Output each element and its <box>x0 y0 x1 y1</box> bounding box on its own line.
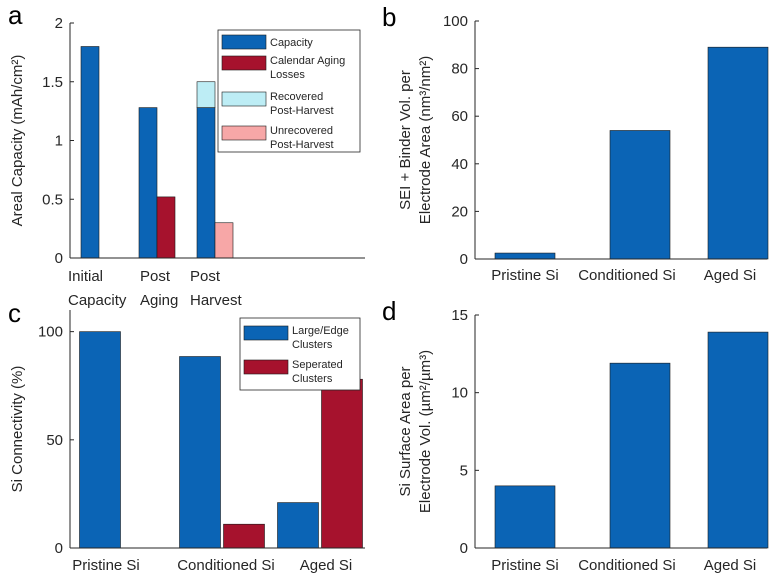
y-tick-label: 50 <box>46 432 63 449</box>
y-axis-label: Areal Capacity (mAh/cm²) <box>9 55 26 227</box>
x-tick-label: Conditioned Si <box>177 557 275 574</box>
legend-swatch <box>221 55 267 71</box>
legend-label: Seperated <box>292 359 343 371</box>
y-tick-label: 15 <box>451 307 468 324</box>
y-tick-label: 0 <box>55 540 63 557</box>
bar-capacity <box>196 107 216 259</box>
y-tick-label: 100 <box>443 13 468 30</box>
legend-label: Losses <box>270 69 305 81</box>
bar-capacity <box>80 46 100 259</box>
bar-large-edge-clusters <box>277 502 319 549</box>
legend: Capacity Calendar Aging Losses Recovered Pos… <box>217 29 361 153</box>
legend: Large/Edge Clusters Seperated Clusters <box>239 317 361 391</box>
chart-panel-a: a 0 0.5 1 1.5 2 Areal Capacity (mAh/cm²) Initia… <box>8 0 365 309</box>
bar-seperated-clusters <box>223 523 265 549</box>
bar-sei-binder-vol- <box>494 252 556 260</box>
y-tick-label: 40 <box>451 156 468 173</box>
bar-sei-binder-vol- <box>707 46 769 260</box>
x-tick-label: Aged Si <box>704 267 757 284</box>
y-tick-label: 100 <box>38 324 63 341</box>
panel-label: d <box>382 296 396 326</box>
x-tick-label: Capacity <box>68 292 127 309</box>
legend-swatch <box>221 34 267 50</box>
y-tick-label: 0 <box>460 251 468 268</box>
x-tick-label: Post <box>190 268 221 285</box>
x-tick-label: Initial <box>68 268 103 285</box>
y-tick-label: 60 <box>451 108 468 125</box>
x-tick-label: Aging <box>140 292 178 309</box>
bar-sei-binder-vol- <box>609 130 671 260</box>
bar-si-surface-area <box>609 362 671 549</box>
x-tick-label: Aged Si <box>704 557 757 574</box>
y-tick-label: 20 <box>451 203 468 220</box>
y-tick-label: 0 <box>55 250 63 267</box>
panel-label: b <box>382 2 396 32</box>
chart-panel-d: d 0 5 10 15 Si Surface Area per Electrode Vol.… <box>382 296 769 574</box>
y-tick-label: 0.5 <box>42 191 63 208</box>
legend-label: Calendar Aging <box>270 55 345 67</box>
legend-label: Large/Edge <box>292 325 349 337</box>
y-tick-label: 10 <box>451 385 468 402</box>
legend-swatch <box>243 325 289 341</box>
legend-label: Post-Harvest <box>270 105 334 117</box>
y-tick-label: 1.5 <box>42 74 63 91</box>
bar-si-surface-area <box>707 331 769 549</box>
x-tick-label: Post <box>140 268 171 285</box>
x-tick-label: Harvest <box>190 292 243 309</box>
legend-swatch <box>243 359 289 375</box>
bar-recovered-post-harvest <box>196 81 216 108</box>
bar-seperated-clusters <box>321 378 363 549</box>
legend-swatch <box>221 125 267 141</box>
y-axis-label: Si Connectivity (%) <box>9 366 26 493</box>
panel-label: c <box>8 298 21 328</box>
legend-label: Capacity <box>270 37 313 49</box>
x-tick-label: Pristine Si <box>72 557 140 574</box>
bar-capacity <box>138 107 158 259</box>
x-tick-label: Pristine Si <box>491 267 559 284</box>
y-tick-label: 80 <box>451 61 468 78</box>
bar-calendar-aging-losses <box>156 196 176 259</box>
chart-panel-b: b 0 20 40 60 80 100 SEI + Binder Vol. per Electr… <box>382 2 769 284</box>
bar-large-edge-clusters <box>179 356 221 549</box>
legend-label: Unrecovered <box>270 125 333 137</box>
y-tick-label: 5 <box>460 462 468 479</box>
y-tick-label: 1 <box>55 133 63 150</box>
bar-large-edge-clusters <box>79 331 121 549</box>
y-axis-label: SEI + Binder Vol. per Electrode Area (nm³… <box>397 56 434 224</box>
legend-label: Clusters <box>292 339 333 351</box>
legend-label: Recovered <box>270 91 323 103</box>
bar-unrecovered-post-harvest <box>214 222 234 259</box>
legend-swatch <box>221 91 267 107</box>
x-tick-label: Conditioned Si <box>578 557 676 574</box>
legend-label: Post-Harvest <box>270 139 334 151</box>
chart-panel-c: c 0 50 100 Si Connectivity (%) Pristine Si Con… <box>8 298 365 574</box>
bar-si-surface-area <box>494 485 556 549</box>
x-tick-label: Conditioned Si <box>578 267 676 284</box>
y-tick-label: 0 <box>460 540 468 557</box>
x-tick-label: Pristine Si <box>491 557 559 574</box>
y-axis-label: Si Surface Area per Electrode Vol. (µm²/µ… <box>397 350 434 513</box>
x-tick-label: Aged Si <box>300 557 353 574</box>
legend-label: Clusters <box>292 373 333 385</box>
panel-label: a <box>8 0 23 30</box>
y-tick-label: 2 <box>55 15 63 32</box>
